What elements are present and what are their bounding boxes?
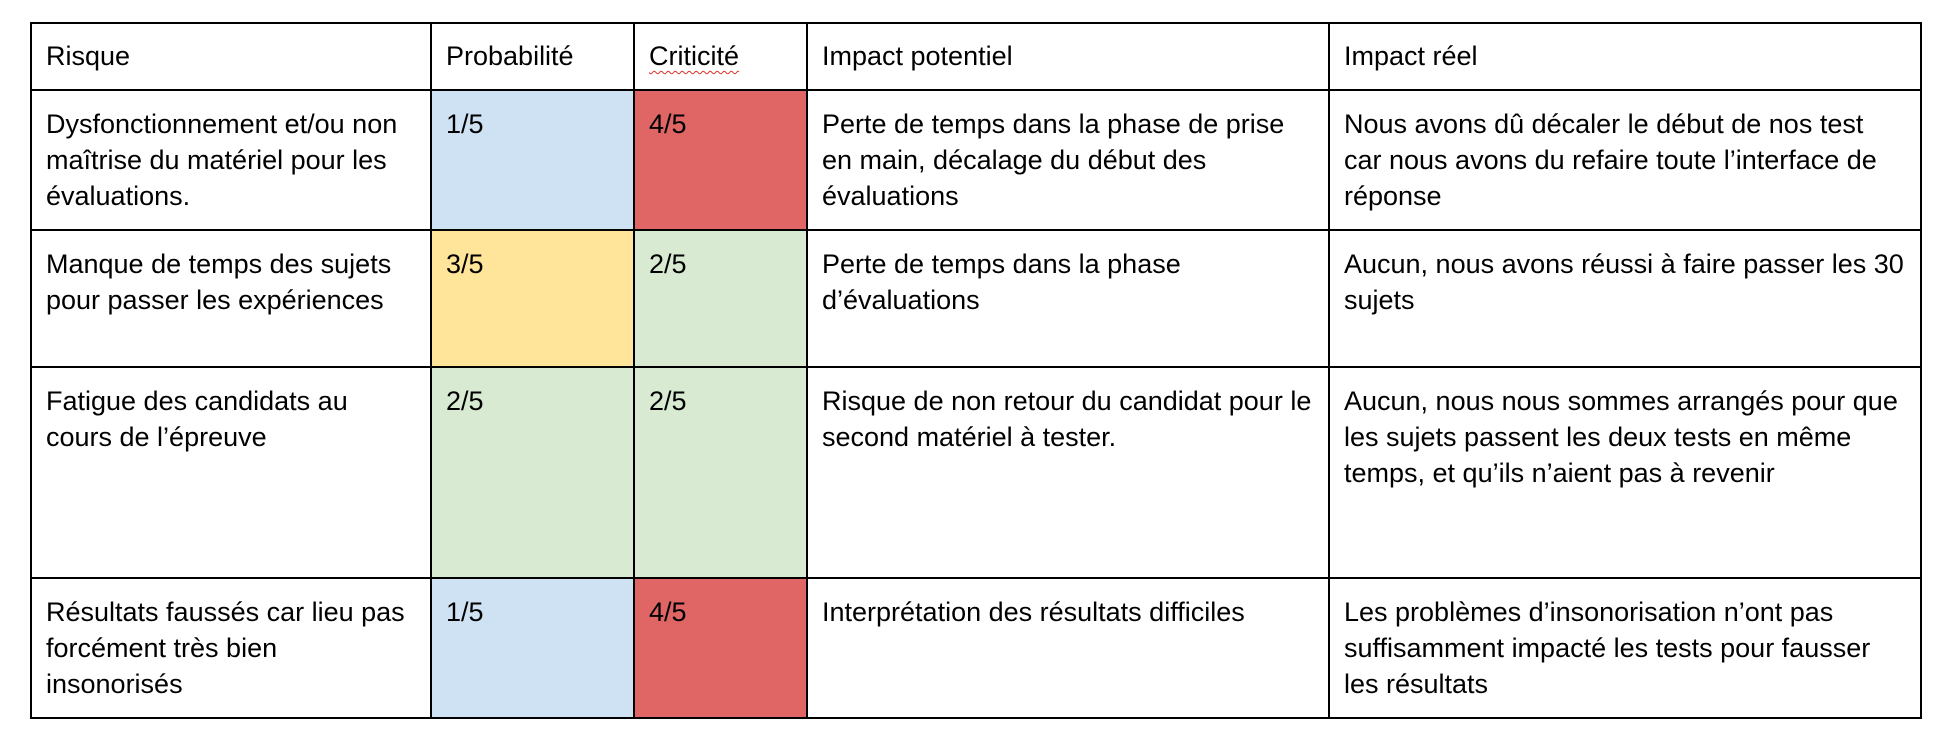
header-criticite-label: Criticité [649,41,740,71]
cell-criticite: 4/5 [633,577,808,719]
cell-impact-potentiel: Perte de temps dans la phase d’évaluatio… [806,229,1330,368]
header-impact-potentiel: Impact potentiel [806,22,1330,91]
cell-risque: Dysfonctionnement et/ou non maîtrise du … [30,89,432,231]
cell-probabilite: 3/5 [430,229,635,368]
header-risque: Risque [30,22,432,91]
cell-impact-potentiel: Interprétation des résultats difficiles [806,577,1330,719]
header-probabilite: Probabilité [430,22,635,91]
cell-impact-reel: Nous avons dû décaler le début de nos te… [1328,89,1922,231]
table-row: Fatigue des candidats au cours de l’épre… [30,366,1922,579]
cell-impact-reel: Aucun, nous nous sommes arrangés pour qu… [1328,366,1922,579]
cell-risque: Fatigue des candidats au cours de l’épre… [30,366,432,579]
cell-probabilite: 1/5 [430,89,635,231]
cell-probabilite: 2/5 [430,366,635,579]
cell-risque: Manque de temps des sujets pour passer l… [30,229,432,368]
table-row: Manque de temps des sujets pour passer l… [30,229,1922,368]
table-row: Résultats faussés car lieu pas forcément… [30,577,1922,719]
cell-risque: Résultats faussés car lieu pas forcément… [30,577,432,719]
header-criticite: Criticité [633,22,808,91]
risk-table: Risque Probabilité Criticité Impact pote… [30,22,1922,719]
cell-impact-potentiel: Perte de temps dans la phase de prise en… [806,89,1330,231]
cell-criticite: 4/5 [633,89,808,231]
cell-impact-reel: Les problèmes d’insonorisation n’ont pas… [1328,577,1922,719]
header-impact-reel: Impact réel [1328,22,1922,91]
cell-criticite: 2/5 [633,366,808,579]
cell-probabilite: 1/5 [430,577,635,719]
cell-criticite: 2/5 [633,229,808,368]
cell-impact-reel: Aucun, nous avons réussi à faire passer … [1328,229,1922,368]
cell-impact-potentiel: Risque de non retour du candidat pour le… [806,366,1330,579]
table-row: Dysfonctionnement et/ou non maîtrise du … [30,89,1922,231]
table-header-row: Risque Probabilité Criticité Impact pote… [30,22,1922,91]
